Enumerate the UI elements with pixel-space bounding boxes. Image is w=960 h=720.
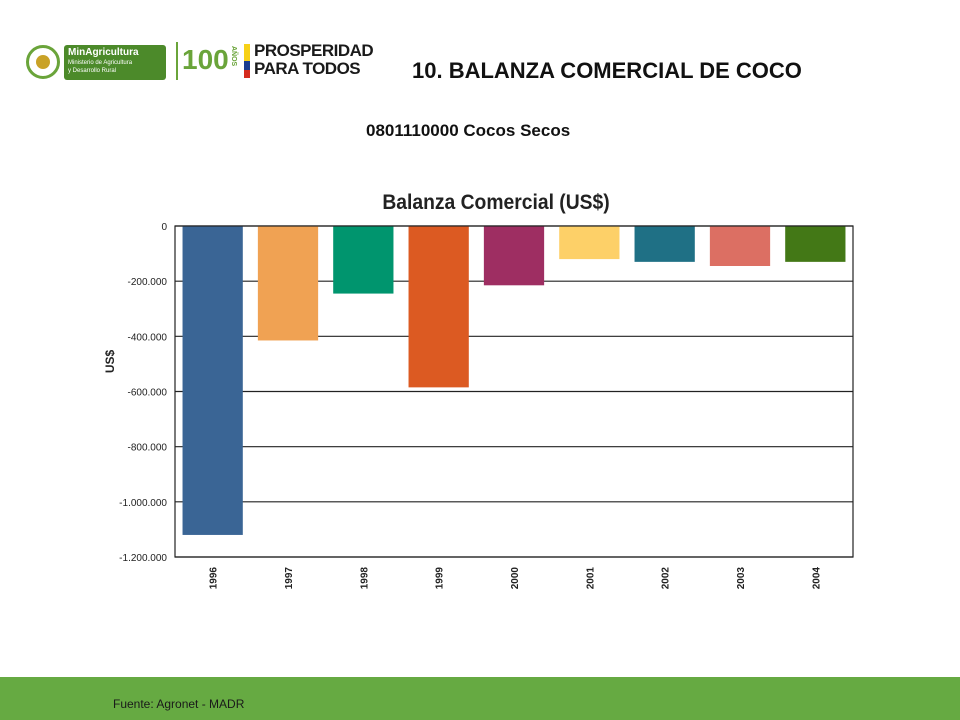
logo-separator [176,42,178,80]
x-tick-label: 2000 [510,567,521,590]
plot-frame [174,225,854,558]
header-logos: MinAgricultura Ministerio de Agricultura… [24,40,384,86]
bar-1998 [333,226,394,294]
x-tick-label: 1997 [284,567,295,590]
page-subtitle: 0801110000 Cocos Secos [366,121,571,140]
ministry-line1: Ministerio de Agricultura [68,60,133,66]
x-tick-label: 1998 [359,567,370,590]
bar-chart: Balanza Comercial (US$) 0 -200.000 -400.000… [103,191,854,590]
source-note: Fuente: Agronet - MADR [113,697,245,711]
ministry-logo: MinAgricultura Ministerio de Agricultura… [24,43,166,81]
y-tick-label: -1.200.000 [119,553,167,564]
y-tick-label: 0 [161,222,167,233]
anniversary-number: 100 [182,44,229,75]
bar-2003 [709,226,771,266]
x-tick-label: 2001 [585,567,596,590]
x-tick-label: 2004 [811,567,822,590]
ministry-badge: MinAgricultura Ministerio de Agricultura… [64,45,166,80]
y-tick-label: -1.000.000 [119,498,167,509]
y-tick-label: -800.000 [128,443,168,454]
bar-2002 [634,226,695,262]
bar-2004 [785,226,846,262]
ministry-name: MinAgricultura [68,47,139,58]
anniversary-word: AÑOS [230,46,237,67]
page-title: 10. BALANZA COMERCIAL DE COCO [412,58,802,83]
bar-2000 [483,226,545,286]
x-tick-label: 2003 [736,567,747,590]
slogan-line1: PROSPERIDAD [254,41,374,60]
chart-title: Balanza Comercial (US$) [382,191,609,214]
coat-of-arms-icon [26,45,60,79]
y-tick-label: -400.000 [128,332,168,343]
y-tick-label: -200.000 [128,277,168,288]
y-tick-label: -600.000 [128,388,168,399]
bar-1999 [408,226,469,388]
x-tick-label: 2002 [661,567,672,590]
ministry-line2: y Desarrollo Rural [68,68,117,74]
bar-1997 [257,226,319,341]
bar-1996 [182,226,243,535]
x-tick-label: 1999 [435,567,446,590]
slogan: PROSPERIDAD PARA TODOS [254,41,374,78]
footer-band [0,677,960,720]
bar-2001 [559,226,620,260]
y-axis-label: US$ [103,350,117,374]
slogan-line2: PARA TODOS [254,59,361,78]
colombia-flag-icon [244,44,250,78]
x-tick-label: 1996 [209,567,220,590]
